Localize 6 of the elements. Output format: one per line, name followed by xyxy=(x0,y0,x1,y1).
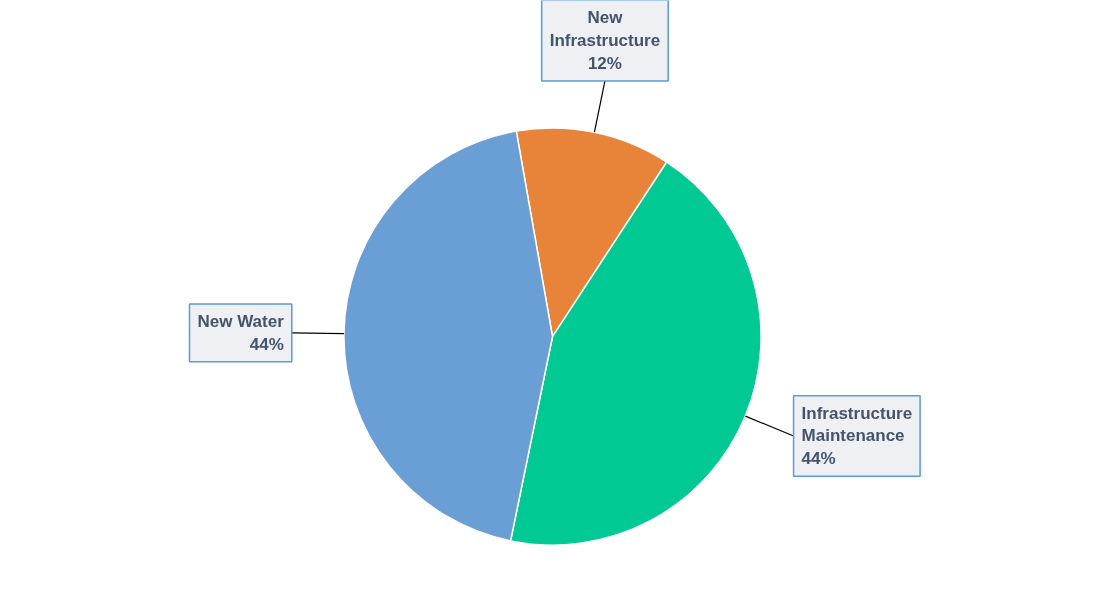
data-label: 44% xyxy=(801,449,836,469)
data-label: 44% xyxy=(249,334,284,354)
slice-label: New Water xyxy=(197,312,285,332)
slice-label: Infrastructure Maintenance xyxy=(801,403,913,446)
slice-label: New Infrastructure xyxy=(549,8,661,51)
data-label: 12% xyxy=(587,53,622,73)
